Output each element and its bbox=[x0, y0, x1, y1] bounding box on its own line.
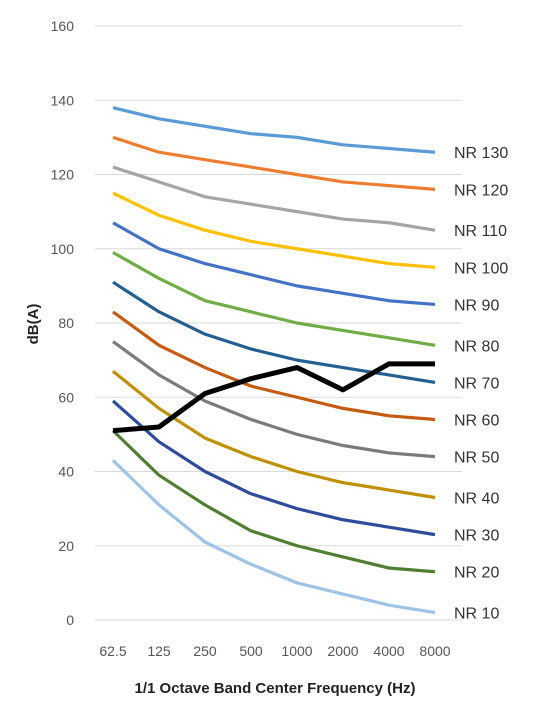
series-label: NR 10 bbox=[454, 606, 499, 623]
series-line-nr-60 bbox=[112, 310, 436, 422]
y-tick-label: 100 bbox=[51, 241, 75, 257]
y-tick-label: 140 bbox=[51, 92, 75, 108]
x-tick-label: 62.5 bbox=[99, 643, 126, 659]
series-line-nr-30 bbox=[111, 399, 436, 537]
x-tick-label: 1000 bbox=[281, 643, 312, 659]
y-axis-ticks: 0 20 40 60 80 100 120 140 160 bbox=[51, 18, 75, 628]
series-label: NR 80 bbox=[454, 338, 499, 355]
series-label: NR 100 bbox=[454, 260, 508, 277]
series-line-nr-40 bbox=[111, 370, 436, 500]
series-labels: NR 130 NR 120 NR 110 NR 100 NR 90 NR 80 NR 70 N… bbox=[454, 145, 508, 622]
series-label: NR 110 bbox=[454, 223, 507, 240]
series-lines bbox=[111, 106, 436, 615]
x-tick-label: 8000 bbox=[419, 643, 450, 659]
series-label: NR 60 bbox=[454, 413, 499, 430]
y-tick-label: 0 bbox=[66, 612, 74, 628]
x-axis-title: 1/1 Octave Band Center Frequency (Hz) bbox=[135, 680, 416, 697]
series-label: NR 120 bbox=[454, 182, 508, 199]
series-line-nr-50 bbox=[112, 340, 436, 459]
x-tick-label: 125 bbox=[147, 643, 171, 659]
series-line-nr-90 bbox=[112, 221, 436, 307]
y-tick-label: 60 bbox=[58, 389, 74, 405]
series-line-nr-120 bbox=[112, 135, 436, 191]
x-tick-label: 250 bbox=[193, 643, 217, 659]
series-line-nr-10 bbox=[111, 459, 436, 615]
y-tick-label: 160 bbox=[51, 18, 75, 34]
y-tick-label: 120 bbox=[51, 167, 75, 183]
series-label: NR 130 bbox=[454, 145, 508, 162]
x-tick-label: 4000 bbox=[373, 643, 404, 659]
series-line-nr-110 bbox=[112, 165, 436, 232]
y-tick-label: 40 bbox=[58, 464, 74, 480]
series-label: NR 90 bbox=[454, 297, 499, 314]
series-line-nr-100 bbox=[112, 191, 436, 269]
series-line-nr-130 bbox=[112, 106, 436, 154]
series-label: NR 40 bbox=[454, 490, 499, 507]
series-line-nr-80 bbox=[112, 251, 436, 347]
x-tick-label: 500 bbox=[239, 643, 263, 659]
series-label: NR 50 bbox=[454, 450, 499, 467]
series-line-nr-70 bbox=[112, 280, 436, 384]
x-tick-label: 2000 bbox=[327, 643, 358, 659]
y-tick-label: 80 bbox=[58, 315, 74, 331]
series-label: NR 30 bbox=[454, 528, 499, 545]
x-axis-ticks: 62.5 125 250 500 1000 2000 4000 8000 bbox=[99, 643, 450, 659]
y-axis-title: dB(A) bbox=[25, 304, 42, 345]
y-tick-label: 20 bbox=[58, 538, 74, 554]
series-label: NR 20 bbox=[454, 565, 499, 582]
measured-line bbox=[112, 361, 435, 434]
series-line-nr-20 bbox=[111, 429, 436, 574]
series-label: NR 70 bbox=[454, 375, 499, 392]
